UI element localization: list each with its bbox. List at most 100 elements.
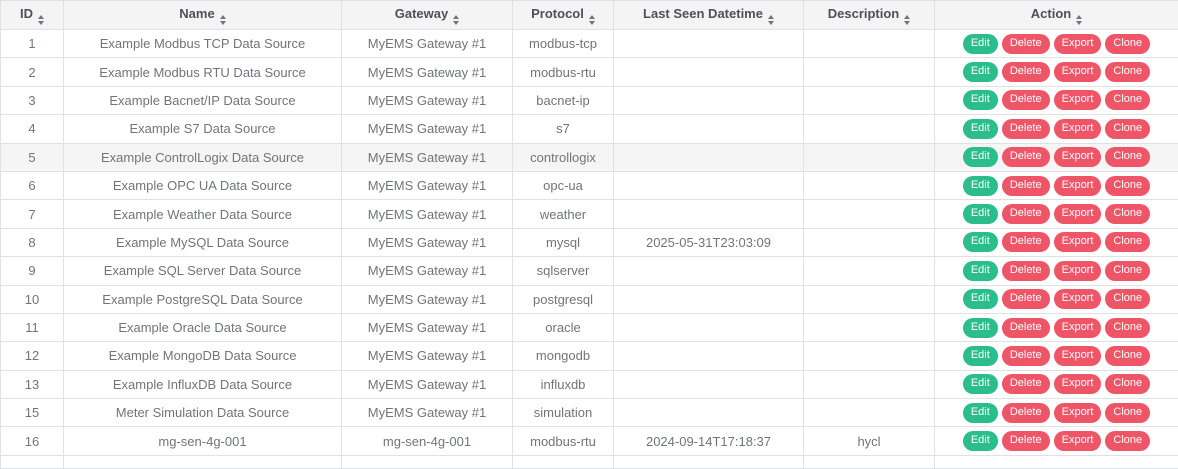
delete-button[interactable]: Delete [1001, 289, 1050, 310]
delete-button[interactable]: Delete [1001, 317, 1050, 338]
edit-button[interactable]: Edit [962, 62, 998, 83]
delete-button[interactable]: Delete [1001, 431, 1050, 452]
export-button[interactable]: Export [1053, 345, 1102, 366]
sort-icon[interactable] [453, 14, 460, 25]
edit-button[interactable]: Edit [962, 204, 998, 225]
column-header-last-seen-datetime[interactable]: Last Seen Datetime [613, 0, 804, 30]
export-button[interactable]: Export [1053, 175, 1102, 196]
clone-button[interactable]: Clone [1105, 289, 1151, 310]
cell-id: 5 [0, 142, 64, 172]
delete-button[interactable]: Delete [1001, 374, 1050, 395]
column-header-id[interactable]: ID [0, 0, 64, 30]
delete-button[interactable]: Delete [1001, 33, 1050, 54]
cell-name: Example OPC UA Data Source [63, 170, 342, 201]
clone-button[interactable]: Clone [1105, 33, 1151, 54]
edit-button[interactable]: Edit [962, 345, 998, 366]
export-button[interactable]: Export [1053, 317, 1102, 338]
clone-button[interactable]: Clone [1105, 431, 1151, 452]
table-row: 15 Meter Simulation Data Source MyEMS Gate… [0, 398, 1178, 428]
export-button[interactable]: Export [1053, 260, 1102, 281]
cell-gateway: MyEMS Gateway #1 [341, 142, 513, 172]
edit-button[interactable]: Edit [962, 147, 998, 168]
edit-button[interactable]: Edit [962, 289, 998, 310]
cell-last-seen [613, 369, 804, 400]
export-button[interactable]: Export [1053, 431, 1102, 452]
export-button[interactable]: Export [1053, 118, 1102, 139]
clone-button[interactable]: Clone [1105, 317, 1151, 338]
cell-name: Example PostgreSQL Data Source [63, 284, 342, 314]
clone-button[interactable]: Clone [1105, 204, 1151, 225]
edit-button[interactable]: Edit [962, 431, 998, 452]
clone-button[interactable]: Clone [1105, 402, 1151, 423]
clone-button[interactable]: Clone [1105, 118, 1151, 139]
column-header-description[interactable]: Description [803, 0, 935, 30]
cell-gateway: MyEMS Gateway #1 [341, 398, 513, 428]
column-header-name[interactable]: Name [63, 0, 342, 30]
clone-button[interactable]: Clone [1105, 62, 1151, 83]
clone-button[interactable]: Clone [1105, 147, 1151, 168]
cell-protocol: weather [512, 199, 614, 229]
edit-button[interactable]: Edit [962, 260, 998, 281]
partial-empty-row [0, 454, 1178, 469]
cell-id: 10 [0, 284, 64, 314]
cell-action: Edit Delete Export Clone [934, 114, 1178, 144]
cell-action: Edit Delete Export Clone [934, 256, 1178, 286]
clone-button[interactable]: Clone [1105, 260, 1151, 281]
export-button[interactable]: Export [1053, 232, 1102, 253]
delete-button[interactable]: Delete [1001, 204, 1050, 225]
cell-description [803, 398, 935, 428]
edit-button[interactable]: Edit [962, 232, 998, 253]
sort-icon[interactable] [38, 14, 44, 25]
cell-name: Example ControlLogix Data Source [63, 142, 342, 172]
delete-button[interactable]: Delete [1001, 402, 1050, 423]
delete-button[interactable]: Delete [1001, 147, 1050, 168]
sort-icon[interactable] [588, 14, 595, 25]
export-button[interactable]: Export [1053, 147, 1102, 168]
clone-button[interactable]: Clone [1105, 345, 1151, 366]
sort-icon[interactable] [1076, 14, 1083, 25]
cell-description [803, 284, 935, 314]
export-button[interactable]: Export [1053, 289, 1102, 310]
edit-button[interactable]: Edit [962, 118, 998, 139]
export-button[interactable]: Export [1053, 62, 1102, 83]
sort-icon[interactable] [904, 14, 911, 25]
export-button[interactable]: Export [1053, 33, 1102, 54]
edit-button[interactable]: Edit [962, 317, 998, 338]
delete-button[interactable]: Delete [1001, 345, 1050, 366]
column-header-action[interactable]: Action [934, 0, 1178, 30]
cell-action: Edit Delete Export Clone [934, 170, 1178, 201]
delete-button[interactable]: Delete [1001, 118, 1050, 139]
clone-button[interactable]: Clone [1105, 232, 1151, 253]
clone-button[interactable]: Clone [1105, 90, 1151, 111]
delete-button[interactable]: Delete [1001, 232, 1050, 253]
export-button[interactable]: Export [1053, 90, 1102, 111]
cell-name: Example S7 Data Source [63, 114, 342, 144]
cell-last-seen [613, 398, 804, 428]
clone-button[interactable]: Clone [1105, 175, 1151, 196]
column-header-gateway[interactable]: Gateway [341, 0, 513, 30]
cell-last-seen [613, 199, 804, 229]
edit-button[interactable]: Edit [962, 90, 998, 111]
delete-button[interactable]: Delete [1001, 260, 1050, 281]
clone-button[interactable]: Clone [1105, 374, 1151, 395]
column-header-protocol[interactable]: Protocol [512, 0, 614, 30]
edit-button[interactable]: Edit [962, 374, 998, 395]
cell-name: mg-sen-4g-001 [63, 426, 342, 456]
cell-protocol: simulation [512, 398, 614, 428]
cell-name: Example Bacnet/IP Data Source [63, 85, 342, 116]
export-button[interactable]: Export [1053, 402, 1102, 423]
edit-button[interactable]: Edit [962, 33, 998, 54]
sort-icon[interactable] [219, 14, 226, 25]
cell-name: Example Weather Data Source [63, 199, 342, 229]
delete-button[interactable]: Delete [1001, 62, 1050, 83]
export-button[interactable]: Export [1053, 374, 1102, 395]
edit-button[interactable]: Edit [962, 175, 998, 196]
delete-button[interactable]: Delete [1001, 175, 1050, 196]
sort-icon[interactable] [767, 14, 774, 25]
delete-button[interactable]: Delete [1001, 90, 1050, 111]
edit-button[interactable]: Edit [962, 402, 998, 423]
column-header-label: ID [20, 5, 33, 21]
empty-cell [613, 454, 804, 469]
cell-description [803, 114, 935, 144]
export-button[interactable]: Export [1053, 204, 1102, 225]
